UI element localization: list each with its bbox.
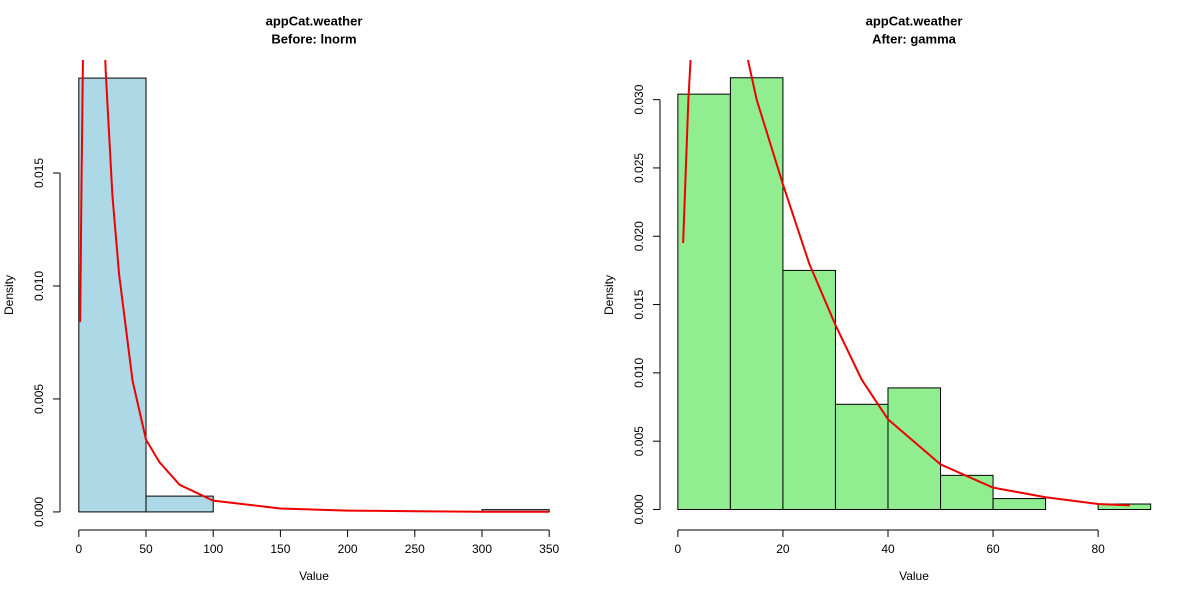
y-tick-label: 0.020	[632, 221, 646, 251]
chart-title: appCat.weather	[866, 13, 963, 28]
x-tick-label: 50	[139, 542, 153, 556]
y-tick-label: 0.000	[32, 497, 46, 527]
density-curve	[79, 60, 550, 513]
bar	[78, 77, 147, 513]
chart-subtitle: Before: lnorm	[271, 31, 356, 46]
y-tick-label: 0.030	[632, 84, 646, 114]
x-tick-label: 0	[675, 542, 682, 556]
x-tick-label: 150	[270, 542, 290, 556]
bar	[992, 498, 1047, 511]
bar	[940, 474, 994, 511]
y-tick-label: 0.010	[632, 358, 646, 388]
chart-subtitle: After: gamma	[872, 31, 957, 46]
chart-title: appCat.weather	[266, 13, 363, 28]
x-tick-label: 0	[75, 542, 82, 556]
bar	[782, 269, 836, 511]
x-tick-label: 300	[472, 542, 492, 556]
y-axis-label: Density	[2, 275, 16, 315]
y-tick-label: 0.015	[32, 158, 46, 188]
y-tick-label: 0.005	[32, 384, 46, 414]
x-tick-label: 100	[203, 542, 223, 556]
y-tick-label: 0.005	[632, 426, 646, 456]
bar	[145, 495, 214, 513]
x-axis-label: Value	[299, 569, 329, 583]
bar	[729, 77, 784, 511]
y-tick-label: 0.000	[632, 494, 646, 524]
x-tick-label: 20	[776, 542, 790, 556]
panel: appCat.weather Before: lnorm Value Density 0…	[2, 13, 559, 583]
density-curve	[682, 60, 1130, 507]
x-tick-label: 200	[338, 542, 358, 556]
x-tick-label: 60	[986, 542, 1000, 556]
x-tick-label: 80	[1091, 542, 1105, 556]
x-axis-label: Value	[899, 569, 929, 583]
panel: appCat.weather After: gamma Value Density 0 2…	[602, 13, 1152, 583]
bar	[887, 387, 942, 511]
bar	[834, 403, 889, 511]
x-tick-label: 250	[405, 542, 425, 556]
bar	[1097, 503, 1152, 511]
x-tick-label: 40	[881, 542, 895, 556]
y-axis-label: Density	[602, 275, 616, 315]
y-tick-label: 0.025	[632, 153, 646, 183]
y-tick-label: 0.010	[32, 271, 46, 301]
x-tick-label: 350	[539, 542, 559, 556]
y-tick-label: 0.015	[632, 289, 646, 319]
